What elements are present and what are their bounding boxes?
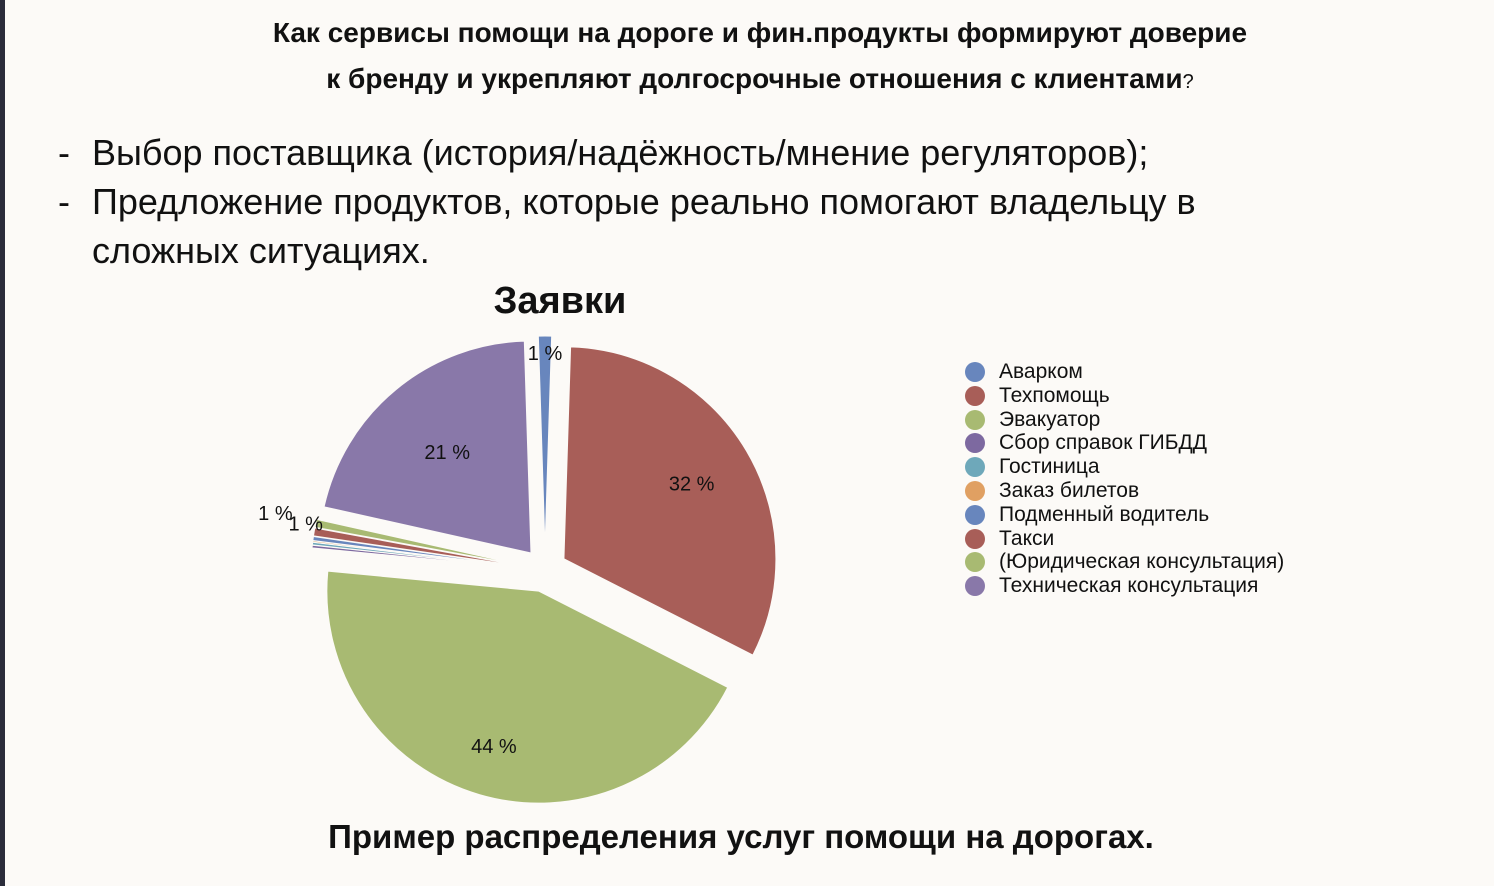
pie-slice [312, 535, 524, 568]
title-line-2-text: к бренду и укрепляют долгосрочные отноше… [326, 63, 1183, 94]
legend-label: Аварком [999, 360, 1083, 383]
legend-swatch [965, 552, 985, 573]
chart-legend: Аварком Техпомощь Эвакуатор Сбор справок ГИ… [963, 360, 1284, 598]
chart-title: Заявки [493, 280, 627, 322]
legend-item: (Юридическая консультация) [963, 550, 1284, 574]
title-question-mark: ? [1182, 71, 1194, 93]
pie-data-label: 1 % [288, 513, 323, 535]
bullet-text: Выбор поставщика (история/надёжность/мне… [92, 132, 1149, 173]
legend-swatch [965, 362, 985, 382]
legend-swatch [965, 576, 985, 597]
legend-label: Такси [999, 526, 1055, 550]
bullet-dash: - [58, 132, 70, 173]
legend-label: Техпомощь [999, 383, 1110, 407]
legend-swatch [965, 409, 985, 430]
title-line-1: Как сервисы помощи на дороге и фин.проду… [272, 17, 1248, 48]
pie-slice [563, 346, 777, 656]
pie-data-label: 44 % [471, 736, 517, 758]
slide-edge [0, 0, 5, 886]
legend-swatch [965, 480, 985, 501]
legend-label: Подменный водитель [999, 502, 1210, 526]
legend-item: Подменный водитель [963, 503, 1284, 527]
legend-item: Заказ билетов [963, 479, 1284, 503]
legend-swatch [965, 385, 985, 406]
bullet-list: - Выбор поставщика (история/надёжность/мн… [58, 128, 1258, 275]
legend-label: (Юридическая консультация) [999, 550, 1285, 574]
pie-data-label: 21 % [424, 442, 470, 464]
legend-item: Техпомощь [963, 384, 1284, 408]
bullet-item: - Выбор поставщика (история/надёжность/мн… [58, 128, 1258, 177]
chart-caption: Пример распределения услуг помощи на дор… [328, 818, 1154, 855]
legend-label: Заказ билетов [999, 478, 1140, 502]
legend-item: Такси [963, 527, 1284, 551]
legend-swatch [965, 457, 985, 478]
pie-data-label: 1 % [258, 503, 293, 525]
legend-swatch [965, 504, 985, 525]
legend-item: Эвакуатор [963, 408, 1284, 432]
legend-item: Сбор справок ГИБДД [963, 431, 1284, 455]
legend-label: Сбор справок ГИБДД [999, 431, 1207, 455]
bullet-item: - Предложение продуктов, которые реально … [58, 177, 1258, 275]
pie-slice [314, 518, 524, 567]
legend-swatch [965, 433, 985, 454]
title-line-2: к бренду и укрепляют долгосрочные отноше… [0, 56, 1494, 105]
legend-label: Гостиница [999, 455, 1100, 479]
pie-slice [323, 340, 532, 554]
legend-item: Гостиница [963, 455, 1284, 479]
legend-label: Эвакуатор [999, 407, 1101, 431]
legend-swatch [965, 528, 985, 549]
bullet-text: Предложение продуктов, которые реально п… [92, 181, 1196, 271]
bullet-dash: - [58, 181, 70, 222]
pie-data-label: 1 % [528, 343, 563, 365]
slide-title: Как сервисы помощи на дороге и фин.проду… [0, 10, 1494, 105]
pie-slice [326, 570, 729, 804]
pie-slice [537, 335, 553, 549]
pie-data-label: 32 % [669, 473, 715, 495]
legend-label: Техническая консультация [999, 574, 1259, 598]
pie-slice [312, 527, 524, 567]
legend-item: Аварком [963, 360, 1284, 384]
legend-item: Техническая консультация [963, 574, 1284, 598]
